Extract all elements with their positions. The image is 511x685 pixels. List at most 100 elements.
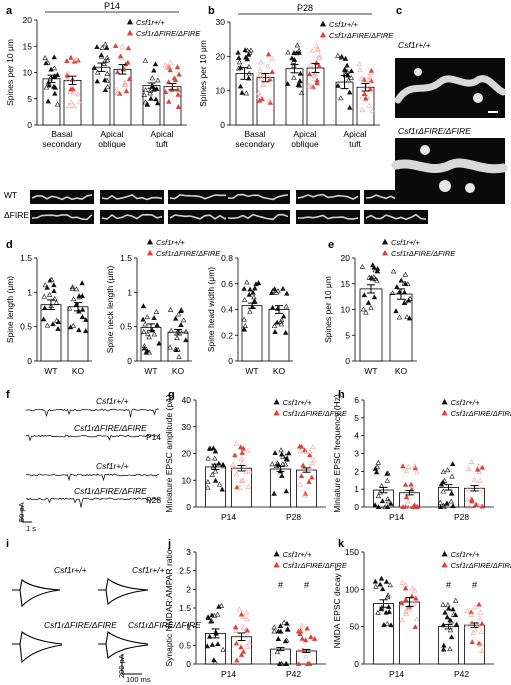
data-point: [256, 97, 263, 103]
data-point: [247, 308, 253, 314]
data-point: [237, 83, 244, 89]
data-point: [236, 59, 243, 65]
data-point: [465, 466, 472, 471]
y-tick-label: 0: [27, 120, 32, 130]
category-label: P28: [286, 512, 301, 522]
data-point: [371, 294, 378, 300]
y-tick-label: 0: [345, 356, 350, 366]
f-label-p28: P28: [146, 495, 161, 505]
data-point: [278, 318, 284, 324]
data-point: [51, 54, 57, 60]
y-tick-label: 100: [345, 584, 359, 594]
micrograph-strip: [226, 210, 290, 224]
bar: [359, 288, 383, 362]
data-point: [400, 463, 406, 469]
data-point: [284, 626, 291, 632]
spine-head-ko: [439, 180, 451, 192]
data-point: [68, 86, 74, 92]
data-point: [240, 648, 247, 654]
bar: [270, 468, 291, 508]
data-point: [209, 612, 215, 618]
data-point: [342, 72, 349, 78]
legend-marker-wt: [273, 398, 280, 405]
data-point: [69, 284, 76, 290]
y-tick-label: 0.8: [221, 253, 233, 263]
bar: [241, 305, 263, 362]
data-point: [437, 499, 443, 505]
data-point: [241, 326, 247, 332]
data-point: [245, 483, 252, 489]
data-point: [243, 609, 250, 615]
data-point: [408, 481, 414, 487]
data-point: [94, 69, 101, 75]
data-point: [178, 307, 184, 312]
data-point: [77, 294, 83, 300]
data-point: [205, 484, 211, 490]
data-point: [315, 46, 321, 52]
legend: Csf1r+/+ Csf1rΔFIRE/ΔFIRE: [319, 20, 394, 40]
dendrite-strip: [31, 214, 93, 221]
data-point: [402, 481, 409, 487]
data-point: [240, 625, 247, 631]
significance-mark: #: [446, 580, 451, 590]
dendrite-strip: [297, 214, 359, 220]
i-scale-v-label: 200 pA: [117, 654, 126, 678]
data-point: [276, 661, 283, 667]
y-tick-label: 5: [354, 413, 359, 423]
legend-label-ko: Csf1rΔFIRE/ΔFIRE: [283, 409, 348, 418]
data-point: [66, 102, 72, 108]
data-point: [286, 450, 292, 456]
data-point: [246, 468, 253, 474]
dendrite-strip: [365, 213, 427, 221]
micrograph-strips: WT ΔFIRE WT ΔFIRE: [4, 190, 428, 224]
data-point: [373, 583, 379, 589]
data-point: [366, 274, 372, 280]
dendrite-strip: [297, 193, 359, 201]
data-point: [102, 41, 109, 47]
data-point: [48, 66, 54, 72]
epsc-trace: [25, 473, 160, 482]
category-label: Apical: [293, 129, 316, 139]
data-point: [404, 604, 411, 610]
y-tick-label: 0.5: [120, 322, 132, 332]
data-point: [348, 74, 354, 80]
data-point: [256, 93, 262, 99]
data-point: [265, 51, 272, 57]
dendrite-strip: [31, 194, 93, 201]
data-point: [244, 643, 250, 649]
data-point: [178, 322, 184, 327]
data-point: [175, 86, 181, 92]
dendrite-strip: [227, 193, 289, 201]
data-point: [212, 468, 219, 474]
data-point: [70, 322, 76, 328]
data-point: [64, 72, 70, 78]
data-point: [405, 504, 411, 510]
data-point: [369, 276, 376, 282]
data-point: [76, 327, 82, 333]
data-point: [338, 95, 344, 101]
data-point: [405, 297, 412, 303]
data-point: [284, 620, 290, 626]
data-point: [50, 321, 56, 327]
data-point: [379, 586, 386, 592]
data-point: [289, 55, 295, 61]
data-point: [235, 49, 241, 55]
data-point: [412, 624, 418, 629]
data-point: [296, 82, 303, 88]
legend-marker-ko: [441, 409, 448, 416]
y-tick-label: 3: [186, 547, 191, 557]
data-point: [156, 340, 162, 346]
data-point: [385, 470, 391, 476]
data-point: [440, 488, 446, 494]
data-point: [278, 321, 285, 327]
y-tick-label: 0.2: [221, 330, 233, 340]
data-point: [209, 641, 216, 647]
legend-e: Csf1r+/+ Csf1rΔFIRE/ΔFIRE: [381, 238, 456, 258]
dendrite-ko: [391, 158, 508, 174]
data-point: [167, 306, 174, 312]
data-point: [154, 100, 161, 106]
data-point: [375, 609, 381, 615]
data-point: [311, 72, 317, 78]
data-point: [399, 617, 405, 623]
data-point: [236, 54, 242, 60]
